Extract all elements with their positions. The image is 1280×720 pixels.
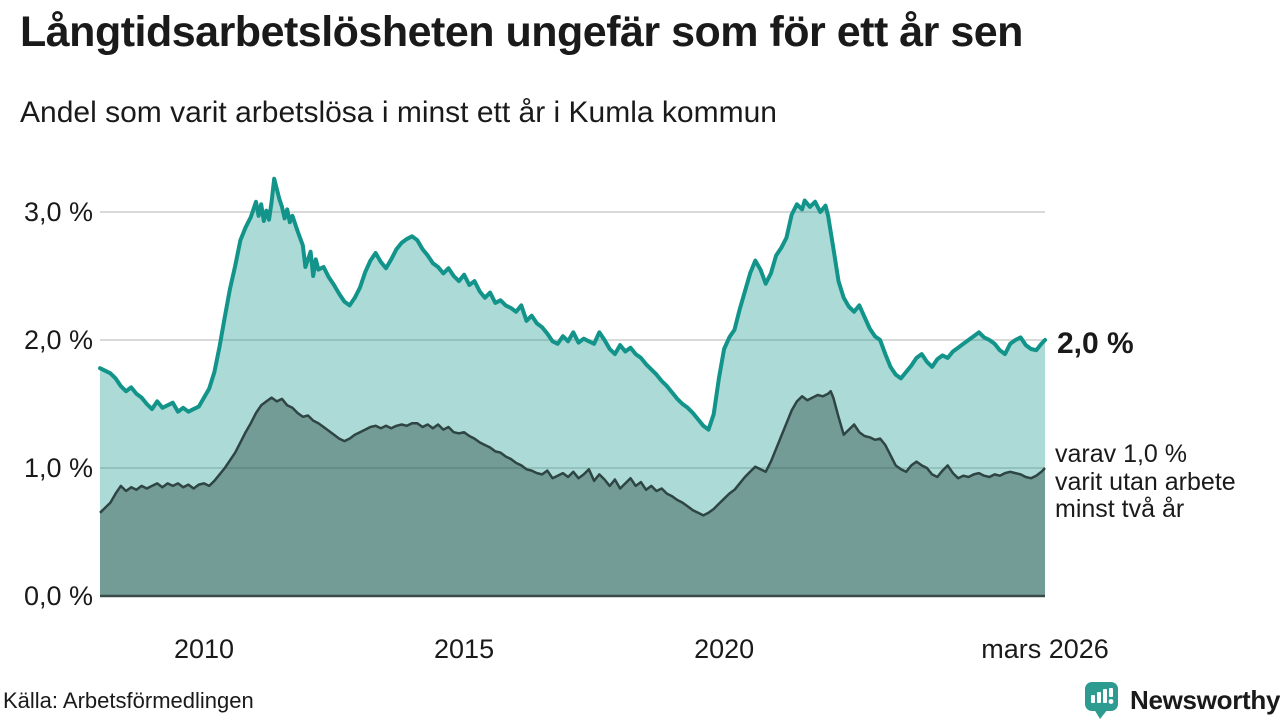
- x-tick-label: 2015: [434, 634, 494, 664]
- newsworthy-logo: Newsworthy: [1084, 681, 1280, 720]
- chart-subtitle: Andel som varit arbetslösa i minst ett å…: [20, 96, 777, 129]
- newsworthy-logo-icon: [1085, 682, 1118, 719]
- series1-area: [100, 178, 1045, 596]
- y-tick-label: 2,0 %: [24, 325, 93, 355]
- y-tick-label: 3,0 %: [24, 197, 93, 227]
- series2-end-label-line3: minst två år: [1055, 495, 1185, 523]
- series1-line: [98, 176, 1047, 432]
- series2-end-value-label: varav 1,0 % varit utan arbete minst två …: [1055, 440, 1236, 524]
- series2-line: [99, 389, 1046, 517]
- page-title: Långtidsarbetslösheten ungefär som för e…: [20, 8, 1023, 56]
- series1-end-value-label: 2,0 %: [1057, 327, 1134, 360]
- series2-area: [100, 391, 1045, 596]
- source-note: Källa: Arbetsförmedlingen: [3, 688, 254, 713]
- y-tick-label: 1,0 %: [24, 453, 93, 483]
- y-tick-label: 0,0 %: [24, 581, 93, 611]
- series2-end-label-line1: varav 1,0 %: [1055, 440, 1188, 468]
- newsworthy-wordmark: Newsworthy: [1130, 685, 1280, 715]
- x-tick-label: 2020: [694, 634, 754, 664]
- series2-end-label-line2: varit utan arbete: [1055, 467, 1236, 496]
- x-tick-label: mars 2026: [981, 634, 1109, 664]
- x-tick-label: 2010: [174, 634, 234, 664]
